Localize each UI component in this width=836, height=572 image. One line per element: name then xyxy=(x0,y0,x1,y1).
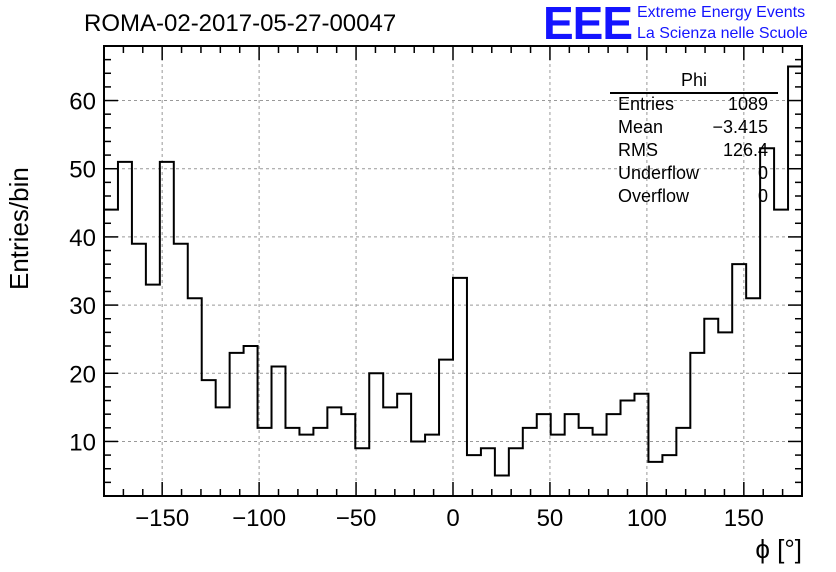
y-tick-label: 40 xyxy=(69,225,96,252)
x-axis-label: ϕ [°] xyxy=(755,534,802,564)
logo-line-2: La Scienza nelle Scuole xyxy=(637,25,808,42)
stats-key: RMS xyxy=(618,140,658,160)
stats-box: Phi Entries 1089 Mean −3.415 RMS 126.4 U… xyxy=(610,70,778,209)
stats-key: Overflow xyxy=(618,186,690,206)
x-tick-label: −100 xyxy=(232,505,286,532)
y-tick-label: 20 xyxy=(69,361,96,388)
x-tick-label: −150 xyxy=(135,505,189,532)
y-tick-label: 30 xyxy=(69,293,96,320)
x-tick-label: 100 xyxy=(627,505,667,532)
x-tick-label: 150 xyxy=(724,505,764,532)
y-tick-label: 60 xyxy=(69,89,96,116)
stats-row-entries: Entries 1089 xyxy=(610,94,778,117)
stats-row-rms: RMS 126.4 xyxy=(610,140,778,163)
logo-line-1: Extreme Energy Events xyxy=(637,4,806,21)
stats-row-mean: Mean −3.415 xyxy=(610,117,778,140)
stats-value: 0 xyxy=(757,186,768,206)
x-tick-label: −50 xyxy=(336,505,377,532)
y-axis-label: Entries/bin xyxy=(4,167,34,290)
y-tick-label: 10 xyxy=(69,429,96,456)
y-tick-label: 50 xyxy=(69,157,96,184)
stats-value: 1089 xyxy=(727,94,768,114)
stats-title: Phi xyxy=(610,70,778,94)
stats-key: Mean xyxy=(618,117,664,137)
axis-ticks: −150 −100 −50 0 50 100 150 10 20 30 40 50 60 xyxy=(69,45,803,532)
stats-key: Underflow xyxy=(618,163,700,183)
stats-key: Entries xyxy=(618,94,675,114)
x-tick-label: 50 xyxy=(537,505,564,532)
stats-value: 0 xyxy=(757,163,768,183)
stats-value: 126.4 xyxy=(722,140,768,160)
histogram-series xyxy=(104,65,802,477)
stats-row-overflow: Overflow 0 xyxy=(610,186,778,209)
stats-value: −3.415 xyxy=(712,117,768,137)
x-tick-label: 0 xyxy=(446,505,459,532)
chart-title: ROMA-02-2017-05-27-00047 xyxy=(84,10,397,37)
eee-logo: EEE xyxy=(543,0,633,49)
stats-row-underflow: Underflow 0 xyxy=(610,163,778,186)
